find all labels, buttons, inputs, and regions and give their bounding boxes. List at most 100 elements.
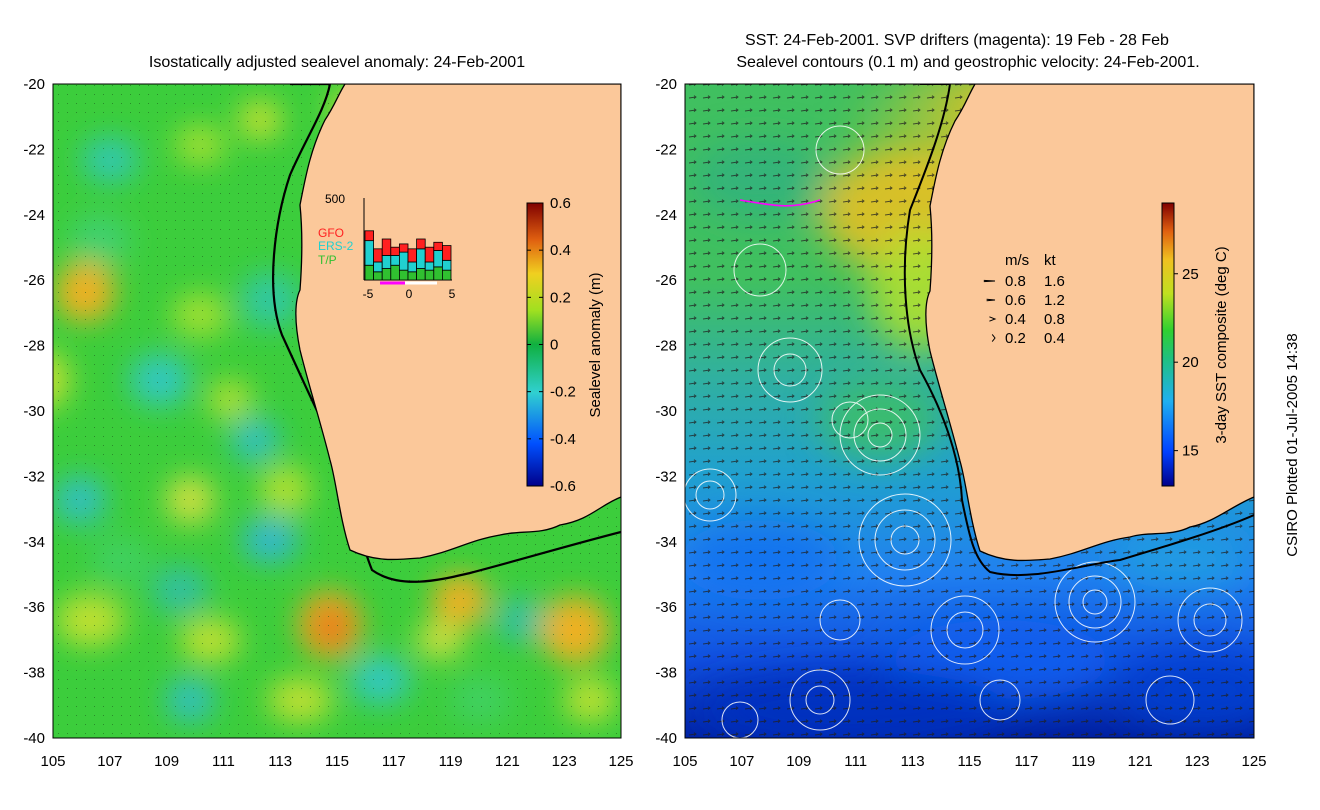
- sst-colorbar-ticks: 25 20 15: [1174, 266, 1199, 460]
- right-panel: SST: 24-Feb-2001. SVP drifters (magenta)…: [684, 32, 1255, 739]
- left-lon-label: 125: [608, 753, 633, 770]
- inset-bar-ers: [416, 248, 426, 269]
- right-lat-label: -30: [655, 403, 677, 420]
- sst-tick-label: 15: [1182, 443, 1199, 460]
- left-lat-label: -40: [23, 730, 45, 747]
- sst-map: [685, 84, 1254, 738]
- sla-tick-label: 0.6: [550, 195, 571, 212]
- right-lon-label: 113: [901, 753, 925, 770]
- sla-tick-label: -0.2: [550, 384, 576, 401]
- inset-bar-ers: [398, 251, 409, 271]
- sla-colorbar-label: Sealevel anomaly (m): [587, 272, 604, 417]
- inset-bar-ers: [390, 254, 400, 266]
- sst-tick-label: 25: [1182, 266, 1199, 283]
- inset-bar-gfo: [398, 243, 409, 253]
- inset-bar-gfo: [364, 230, 375, 242]
- inset-bar-gfo: [416, 238, 426, 250]
- velocity-ms-value: 0.2: [1005, 330, 1026, 347]
- right-lon-label: 111: [844, 753, 867, 770]
- left-lon-label: 123: [552, 753, 577, 770]
- inset-bar-tp: [407, 271, 418, 281]
- right-lat-label: -40: [655, 730, 677, 747]
- inset-xtick-right: 5: [449, 287, 456, 301]
- right-lat-label: -38: [655, 665, 677, 682]
- inset-bar-gfo: [407, 248, 418, 263]
- right-lat-label: -24: [655, 207, 677, 224]
- svp-drifter-track: [739, 199, 821, 207]
- right-shelf-contour: [903, 84, 1254, 577]
- legend-ers2: ERS-2: [318, 239, 354, 253]
- sla-colorbar-ticks: 0.6 0.4 0.2 0 -0.2 -0.4 -0.6: [527, 195, 576, 495]
- inset-bar-gfo: [424, 246, 435, 263]
- legend-tp: T/P: [318, 253, 337, 267]
- velocity-arrow-glyph: [991, 334, 996, 342]
- legend-gfo: GFO: [318, 226, 344, 240]
- inset-bar-ers: [407, 261, 418, 273]
- left-lon-label: 105: [40, 753, 65, 770]
- inset-bar-ers: [381, 254, 392, 269]
- inset-bar-tp: [364, 264, 375, 281]
- inset-bar-tp: [381, 268, 392, 281]
- inset-bar-tp: [373, 271, 383, 281]
- right-lon-label: 109: [786, 753, 811, 770]
- inset-bar-tp: [390, 264, 400, 281]
- left-lat-label: -22: [23, 141, 45, 158]
- left-lat-label: -26: [23, 272, 45, 289]
- sla-tick-label: -0.4: [550, 431, 576, 448]
- inset-xtick-mid: 0: [406, 287, 413, 301]
- left-lat-label: -24: [23, 207, 45, 224]
- right-lat-label: -32: [655, 468, 677, 485]
- sst-colorbar-label: 3-day SST composite (deg C): [1213, 246, 1230, 443]
- velocity-arrow-glyph: [989, 316, 997, 322]
- velocity-kt-value: 1.6: [1044, 273, 1065, 290]
- left-lon-label: 115: [325, 753, 349, 770]
- velocity-unit-ms: m/s: [1005, 252, 1029, 269]
- inset-bar-tp: [398, 269, 409, 281]
- inset-bar-ers: [364, 240, 375, 266]
- pass-count-inset: 500 -5 0 5 GFO ERS-2 T/P: [318, 192, 456, 301]
- left-lat-label: -30: [23, 403, 45, 420]
- left-lon-label: 113: [268, 753, 292, 770]
- right-lon-label: 123: [1185, 753, 1210, 770]
- velocity-kt-value: 0.8: [1044, 311, 1065, 328]
- right-lat-label: -20: [655, 76, 677, 93]
- right-lon-label: 105: [672, 753, 697, 770]
- inset-bar-tp: [416, 268, 426, 281]
- velocity-legend: m/s kt 0.8 1.6 0.6 1.2 0.4 0.8 0.2 0.4: [983, 252, 1065, 347]
- velocity-ms-value: 0.4: [1005, 311, 1026, 328]
- right-lat-label: -34: [655, 534, 677, 551]
- sla-tick-label: 0.2: [550, 289, 571, 306]
- inset-bar-ers: [441, 259, 452, 271]
- sla-tick-label: -0.6: [550, 478, 576, 495]
- velocity-arrow-glyph: [983, 279, 996, 283]
- sst-tick-label: 20: [1182, 354, 1199, 371]
- velocity-kt-value: 1.2: [1044, 292, 1065, 309]
- right-lon-label: 107: [729, 753, 754, 770]
- left-lon-label: 121: [495, 753, 520, 770]
- inset-ymax-label: 500: [325, 192, 345, 206]
- left-lat-label: -36: [23, 599, 45, 616]
- left-lat-label: -28: [23, 338, 45, 355]
- velocity-kt-value: 0.4: [1044, 330, 1065, 347]
- credit-stamp: CSIRO Plotted 01-Jul-2005 14:38: [1284, 333, 1301, 556]
- sst-colorbar-gradient: [1161, 202, 1175, 487]
- inset-bar-gfo: [441, 245, 452, 261]
- velocity-ms-value: 0.8: [1005, 273, 1026, 290]
- left-lon-label: 117: [382, 753, 406, 770]
- right-longitude-labels: 105 107 109 111 113 115 117 119 121 123 125: [672, 753, 1266, 770]
- inset-bar-tp: [441, 269, 452, 281]
- left-latitude-labels: -20 -22 -24 -26 -28 -30 -32 -34 -36 -38 -40: [23, 76, 45, 747]
- inset-bar-gfo: [433, 241, 443, 251]
- sla-tick-label: 0.4: [550, 242, 571, 259]
- inset-bars: [364, 230, 452, 281]
- right-lat-label: -26: [655, 272, 677, 289]
- right-title-line2: Sealevel contours (0.1 m) and geostrophi…: [736, 54, 1199, 71]
- right-australia-landmass: [925, 84, 1254, 562]
- inset-bar-ers: [424, 261, 435, 271]
- left-lat-label: -32: [23, 468, 45, 485]
- left-lon-label: 111: [212, 753, 235, 770]
- left-lon-label: 107: [97, 753, 122, 770]
- right-lon-label: 119: [1071, 753, 1095, 770]
- inset-bar-gfo: [381, 238, 392, 256]
